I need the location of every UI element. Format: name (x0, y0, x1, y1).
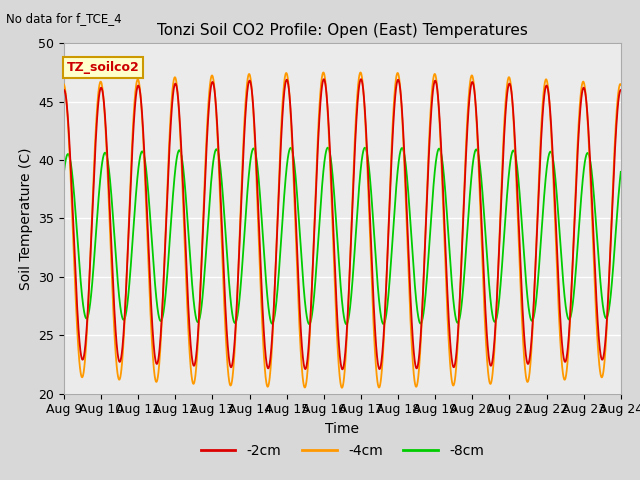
Text: No data for f_TCE_4: No data for f_TCE_4 (6, 12, 122, 25)
Text: TZ_soilco2: TZ_soilco2 (67, 61, 140, 74)
Y-axis label: Soil Temperature (C): Soil Temperature (C) (19, 147, 33, 289)
X-axis label: Time: Time (325, 422, 360, 436)
Legend: -2cm, -4cm, -8cm: -2cm, -4cm, -8cm (195, 439, 490, 464)
Title: Tonzi Soil CO2 Profile: Open (East) Temperatures: Tonzi Soil CO2 Profile: Open (East) Temp… (157, 23, 528, 38)
